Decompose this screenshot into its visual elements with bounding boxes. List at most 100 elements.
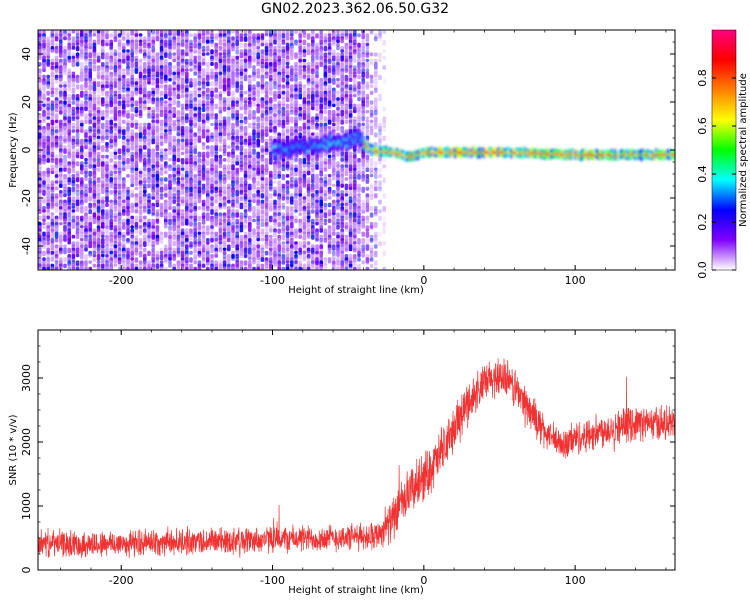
spectrogram-cell (46, 266, 50, 270)
spectrogram-cell (243, 218, 248, 224)
spectrogram-cell (117, 30, 122, 34)
spectrogram-cell (151, 78, 155, 82)
spectrogram-cell (248, 84, 252, 92)
spectrogram-cell (231, 39, 235, 44)
spectrogram-cell (159, 52, 164, 57)
spectrogram-cell (201, 183, 206, 188)
spectrogram-cell (302, 209, 307, 214)
spectrogram-cell (306, 97, 311, 102)
spectrogram-cell (126, 126, 130, 132)
spectrogram-cell (344, 234, 349, 238)
spectrogram-cell (193, 42, 197, 49)
spectrogram-cell (218, 218, 223, 223)
spectrogram-cell (46, 151, 50, 156)
spectrogram-cell (134, 46, 139, 53)
spectrogram-cell (164, 30, 168, 34)
spectrogram-cell (172, 52, 176, 56)
spectrogram-cell (109, 103, 113, 108)
spectrogram-cell (84, 68, 88, 73)
spectrogram-cell (365, 42, 370, 47)
spectrogram-cell (180, 145, 185, 151)
spectrogram-cell (273, 71, 277, 79)
spectrogram-cell (46, 74, 50, 79)
spectrogram-cell (147, 177, 151, 184)
spectrogram-cell (63, 186, 67, 192)
spectrogram-cell (340, 183, 344, 188)
spectrogram-cell (80, 39, 84, 44)
spectrogram-cell (38, 193, 42, 197)
spectrogram-cell (298, 71, 302, 79)
spectrogram-cell (210, 33, 214, 40)
spectrogram-cell (159, 33, 164, 37)
spectrogram-cell (92, 218, 97, 225)
spectrogram-cell (172, 145, 176, 153)
spectrogram-cell (134, 170, 139, 175)
spectrogram-cell (260, 199, 265, 204)
spectrogram-cell (260, 180, 265, 185)
spectrogram-cell (332, 122, 336, 127)
spectrogram-cell (176, 250, 181, 256)
spectrogram-cell (306, 196, 311, 202)
spectrogram-cell (138, 231, 143, 236)
spectrogram-cell (164, 266, 168, 270)
spectrogram-cell (172, 257, 176, 261)
spectrogram-cell (235, 167, 239, 172)
spectrogram-cell (290, 270, 294, 276)
spectrogram-cell (197, 206, 202, 210)
spectrogram-cell (159, 119, 164, 127)
spectrogram-cell (147, 228, 151, 233)
spectrogram-cell (264, 106, 269, 111)
spectrogram-cell (222, 49, 227, 56)
spectrogram-cell (290, 263, 294, 268)
spectrogram-cell (281, 196, 286, 201)
spectrogram-cell (302, 90, 307, 98)
spectrogram-cell (54, 193, 59, 198)
spectrogram-cell (294, 241, 298, 246)
spectrogram-cell (260, 257, 265, 262)
spectrogram-cell (327, 257, 332, 264)
spectrogram-cell (201, 142, 206, 147)
spectrogram-cell (75, 46, 80, 52)
spectrogram-cell (113, 177, 118, 181)
spectrogram-cell (256, 180, 260, 187)
spectrogram-cell (42, 244, 46, 249)
spectrogram-cell (222, 142, 227, 148)
spectrogram-cell (193, 62, 197, 68)
spectrogram-cell (130, 177, 134, 184)
spectrogram-cell (319, 42, 323, 47)
spectrogram-cell (143, 138, 147, 143)
spectrogram-cell (311, 135, 315, 141)
spectrogram-cell (130, 225, 134, 229)
spectrogram-cell (285, 183, 290, 187)
spectrogram-cell (235, 161, 239, 166)
spectrogram-cell (315, 186, 319, 191)
spectrogram-cell (96, 199, 101, 204)
spectrogram-cell (50, 103, 55, 111)
spectrogram-cell (130, 129, 134, 136)
spectrogram-cell (117, 241, 122, 246)
spectrogram-cell (117, 190, 122, 195)
spectrogram-cell (315, 190, 319, 194)
spectrogram-cell (96, 193, 101, 197)
spectrogram-cell (130, 49, 134, 56)
spectrogram-cell (54, 49, 59, 55)
spectrogram-cell (248, 270, 252, 274)
spectrogram-cell (260, 263, 265, 268)
spectrogram-cell (176, 145, 181, 150)
spectrogram-cell (180, 158, 185, 165)
spectrogram-cell (285, 84, 290, 89)
spectrogram-cell (88, 138, 92, 145)
spectrogram-cell (189, 90, 193, 96)
spectrogram-cell (80, 209, 84, 214)
spectrogram-cell (306, 218, 311, 223)
spectrogram-cell (302, 65, 307, 69)
spectrogram-cell (231, 263, 235, 270)
spectrogram-cell (210, 215, 214, 223)
spectrogram-cell (273, 78, 277, 84)
spectrogram-cell (214, 231, 218, 236)
spectrogram-cell (96, 206, 101, 213)
spectrogram-cell (239, 263, 244, 268)
spectrogram-cell (80, 263, 84, 270)
spectrogram-cell (290, 174, 294, 179)
spectrogram-cell (113, 206, 118, 212)
